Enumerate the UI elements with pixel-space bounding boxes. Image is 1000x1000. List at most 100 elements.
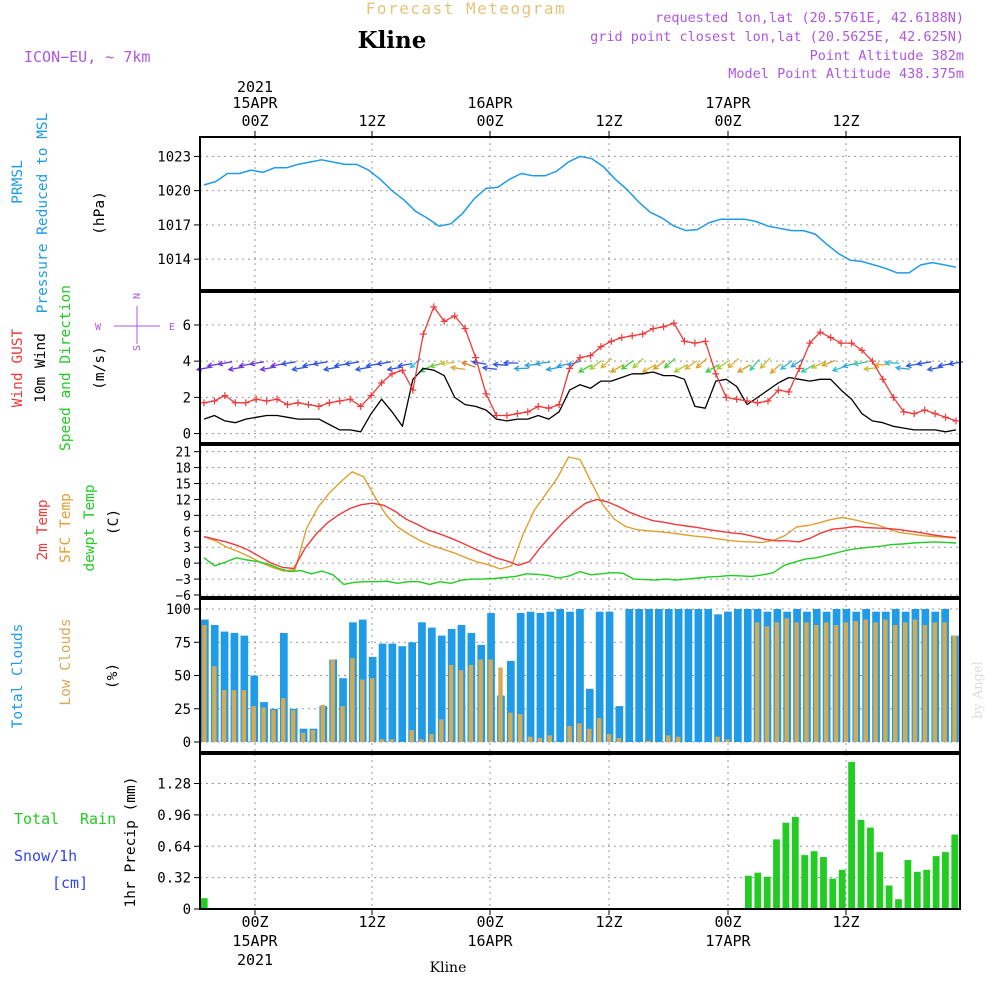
wind-arrow (917, 361, 932, 365)
wind-arrow (737, 364, 751, 373)
pressure-line (203, 155, 957, 274)
wind-arrow-head (894, 365, 901, 372)
low-cloud-bar (350, 658, 355, 742)
rain-bar (810, 851, 818, 909)
low-cloud-bar (261, 707, 266, 742)
low-cloud-bar (942, 622, 947, 742)
total-cloud-bar (664, 609, 673, 742)
low-cloud-bar (547, 735, 552, 742)
ytick-label: 1014 (157, 252, 191, 268)
low-cloud-bar (863, 619, 868, 742)
total-cloud-bar (526, 611, 535, 742)
wind-arrow (410, 358, 422, 368)
wind-arrow-head (947, 360, 955, 367)
low-cloud-bar (478, 659, 483, 742)
model-altitude: Model Point Altitude 438.375m (728, 66, 964, 82)
ytick-label: 0.96 (157, 808, 191, 824)
ytick-label: 1017 (157, 218, 191, 234)
ytick-label: 12 (175, 493, 191, 508)
low-cloud-bar (883, 619, 888, 742)
rain-bar (857, 819, 865, 909)
top-day3-label: 17APR (705, 94, 751, 112)
low-cloud-bar (271, 710, 276, 742)
wind-arrow-head (915, 360, 923, 367)
total-cloud-bar (655, 609, 663, 742)
total-cloud-bar (437, 635, 446, 742)
wind-arrow-head (216, 360, 224, 367)
ytick-label: 0 (183, 735, 191, 751)
low-cloud-bar (774, 622, 780, 742)
low-cloud-bar (527, 736, 533, 742)
low-cloud-bar (291, 710, 296, 742)
top-year-label: 2021 (237, 78, 273, 96)
rain-bar (754, 872, 762, 909)
low-cloud-bar (754, 622, 760, 742)
low-cloud-bar (251, 706, 256, 742)
wind-arrow (461, 361, 476, 368)
wind-arrow (355, 366, 370, 371)
wind-arrow-head (727, 362, 734, 369)
low-cloud-bar (537, 738, 543, 742)
low-cloud-bar (794, 622, 799, 742)
wind-arrow-head (280, 360, 287, 367)
low-cloud-bar (616, 738, 622, 742)
wind-arrow-head (259, 365, 266, 372)
wind-dir-label: Speed and Direction (58, 285, 74, 451)
rain-total-label: Total (14, 810, 59, 828)
total-cloud-bar (556, 609, 564, 742)
wind-arrow (387, 366, 402, 371)
low-cloud-bar (843, 622, 849, 742)
wind-arrow-head (365, 362, 372, 369)
rain-bar (801, 855, 809, 909)
low-clouds-label: Low Clouds (58, 618, 74, 705)
low-cloud-bar (340, 706, 345, 742)
total-cloud-bar (605, 611, 614, 742)
low-cloud-bar (676, 736, 681, 742)
wind-arrow-head (322, 365, 330, 372)
low-cloud-bar (320, 704, 325, 742)
low-cloud-bar (409, 730, 414, 742)
wind-arrow-head (386, 365, 393, 372)
total-cloud-bar (615, 706, 624, 742)
bottom-tick-00z-1: 00Z (241, 913, 268, 931)
top-tick-12z-2: 12Z (595, 112, 622, 130)
wind-arrow-head (429, 362, 436, 369)
low-cloud-bar (873, 622, 878, 742)
wind-arrow-head (449, 365, 457, 371)
wind-arrow-head (841, 362, 849, 369)
wind-arrow (696, 357, 708, 369)
wind-arrow-head (409, 362, 416, 369)
total-cloud-bar (428, 627, 436, 742)
wind-arrow (896, 367, 911, 370)
total-cloud-bar (516, 613, 525, 742)
wind-arrow (727, 357, 740, 369)
wind-arrow-head (759, 363, 766, 369)
wind-arrow-head (810, 363, 818, 369)
wind-arrow-head (269, 362, 277, 369)
ytick-label: 2 (183, 390, 191, 406)
wind-arrow-head (852, 360, 859, 367)
low-cloud-bar (360, 679, 365, 742)
compass-w: W (95, 322, 102, 333)
wind-arrow-head (937, 362, 944, 369)
low-cloud-bar (952, 635, 957, 742)
wind-arrow-head (609, 367, 617, 373)
wind-arrow (653, 360, 666, 370)
wind-arrow (218, 361, 233, 365)
wind-arrow-head (779, 364, 787, 370)
grid-layer: 10231020101710146420211815129630−3−61007… (157, 137, 960, 918)
top-tick-00z-1: 00Z (241, 112, 268, 130)
panel-frame (199, 136, 961, 291)
total-cloud-bar (694, 609, 703, 742)
rain-bar (885, 885, 893, 909)
credit-watermark: by Angel (971, 661, 986, 719)
rain-bar (791, 816, 799, 909)
total-cloud-bar (645, 609, 653, 742)
wind-arrow-head (291, 365, 298, 372)
wind-arrow-head (481, 365, 488, 372)
wind-arrow-head (460, 360, 468, 367)
ytick-label: 4 (183, 354, 191, 370)
wind-arrow (885, 362, 900, 364)
frames-layer (199, 131, 961, 915)
wind-label: 10m Wind (33, 333, 49, 403)
